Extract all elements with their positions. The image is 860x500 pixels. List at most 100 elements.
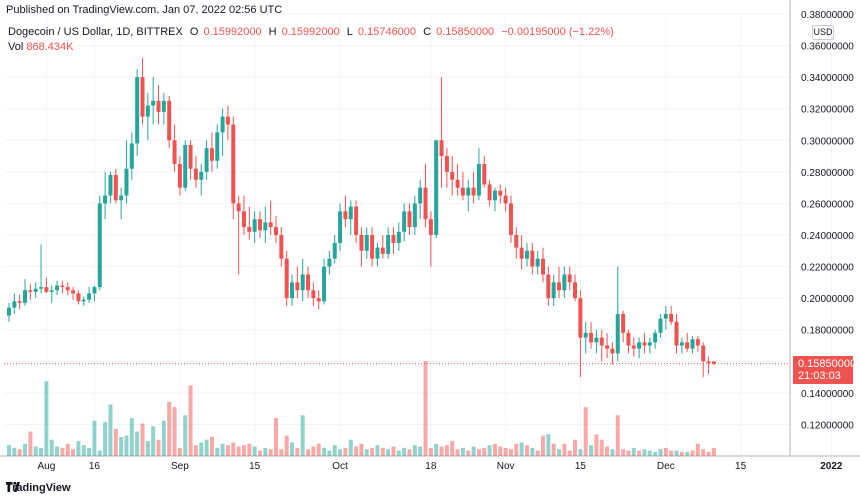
candle-body — [653, 332, 658, 343]
candle-body — [690, 339, 695, 349]
candle-body — [177, 163, 182, 188]
candle-body — [386, 235, 391, 254]
candle-body — [508, 203, 513, 235]
last-price-value: 0.15850000 — [798, 357, 857, 370]
candle-body — [380, 247, 385, 254]
candle-body — [231, 124, 236, 204]
volume-bar — [647, 450, 652, 456]
candle-body — [551, 282, 556, 299]
volume-bar — [81, 445, 86, 456]
footer-brand[interactable]: TradingView — [6, 482, 71, 494]
volume-bar — [605, 446, 610, 456]
volume-bar — [23, 443, 28, 456]
candle-body — [92, 287, 97, 294]
volume-bar — [204, 439, 209, 456]
price-tick-label: 0.32000000 — [801, 105, 854, 116]
volume-bar — [562, 443, 567, 456]
volume-bar — [460, 447, 465, 456]
volume-bar — [65, 443, 70, 456]
price-tick-label: 0.36000000 — [801, 42, 854, 53]
volume-bar — [444, 445, 449, 456]
volume-bar — [279, 449, 284, 456]
last-price-tag: 0.15850000 21:03:03 — [793, 355, 857, 384]
volume-bar — [284, 435, 289, 456]
volume-bar — [17, 449, 22, 456]
candle-body — [55, 285, 60, 291]
candle-body — [567, 274, 572, 283]
candle-body — [124, 168, 129, 196]
volume-bar — [359, 443, 364, 456]
candle-body — [503, 195, 508, 204]
volume-bar — [631, 447, 636, 456]
time-tick-label: 2022 — [820, 461, 843, 472]
price-tick-label: 0.14000000 — [801, 389, 854, 400]
candle-body — [108, 175, 113, 196]
currency-button[interactable]: USD — [812, 25, 834, 40]
price-tick-label: 0.26000000 — [801, 199, 854, 210]
price-tick-label: 0.30000000 — [801, 136, 854, 147]
candle-body — [407, 211, 412, 228]
candle-body — [460, 187, 465, 196]
candle-body — [711, 361, 716, 364]
candle-body — [455, 179, 460, 188]
open-label: O — [189, 26, 199, 38]
candle-body — [594, 337, 599, 343]
volume-bar — [386, 449, 391, 456]
candle-body — [252, 219, 257, 232]
volume-bar — [407, 449, 412, 456]
low-label: L — [346, 26, 353, 38]
volume-bar — [679, 451, 684, 456]
candle-body — [519, 247, 524, 259]
candle-body — [188, 145, 193, 169]
volume-bar — [295, 447, 300, 456]
candle-body — [60, 285, 65, 288]
volume-bar — [519, 442, 524, 456]
volume-bar — [247, 443, 252, 456]
volume-bar — [711, 447, 716, 456]
volume-bar — [508, 449, 513, 456]
candle-body — [412, 203, 417, 228]
volume-bar — [354, 446, 359, 456]
candle-body — [530, 250, 535, 267]
candle-body — [647, 342, 652, 346]
candle-body — [669, 313, 674, 322]
volume-bar — [706, 451, 711, 456]
volume-bar — [541, 435, 545, 456]
volume-bar — [380, 447, 385, 456]
volume-bar — [428, 447, 433, 456]
candle-body — [338, 211, 343, 243]
candle-body — [354, 206, 359, 235]
candle-body — [471, 187, 476, 196]
volume-bar — [257, 450, 262, 456]
candle-body — [674, 321, 679, 346]
volume-bar — [439, 446, 444, 456]
candle-body — [444, 156, 449, 172]
volume-bar — [653, 451, 658, 456]
candle-body — [268, 222, 273, 228]
change-value: −0.00195000 (−1.22%) — [501, 26, 614, 38]
candle-body — [81, 299, 86, 302]
volume-bar — [524, 445, 529, 456]
candle-body — [487, 184, 492, 201]
volume-bar — [498, 446, 503, 456]
candle-body — [7, 307, 11, 316]
volume-bar — [172, 407, 177, 456]
price-tick-label: 0.24000000 — [801, 231, 854, 242]
candle-body — [685, 342, 690, 349]
candle-body — [476, 163, 481, 196]
volume-bar — [193, 445, 198, 456]
volume-bar — [177, 447, 182, 456]
time-tick-label: Dec — [657, 461, 675, 472]
volume-bar — [626, 450, 631, 456]
candle-body — [103, 195, 108, 204]
candle-body — [12, 301, 17, 308]
candle-body — [87, 293, 92, 300]
candle-body — [279, 235, 284, 259]
volume-bar — [610, 449, 615, 456]
candle-body — [391, 235, 396, 243]
volume-bar — [124, 435, 129, 456]
volume-bar — [663, 447, 668, 456]
price-tick-label: 0.20000000 — [801, 294, 854, 305]
